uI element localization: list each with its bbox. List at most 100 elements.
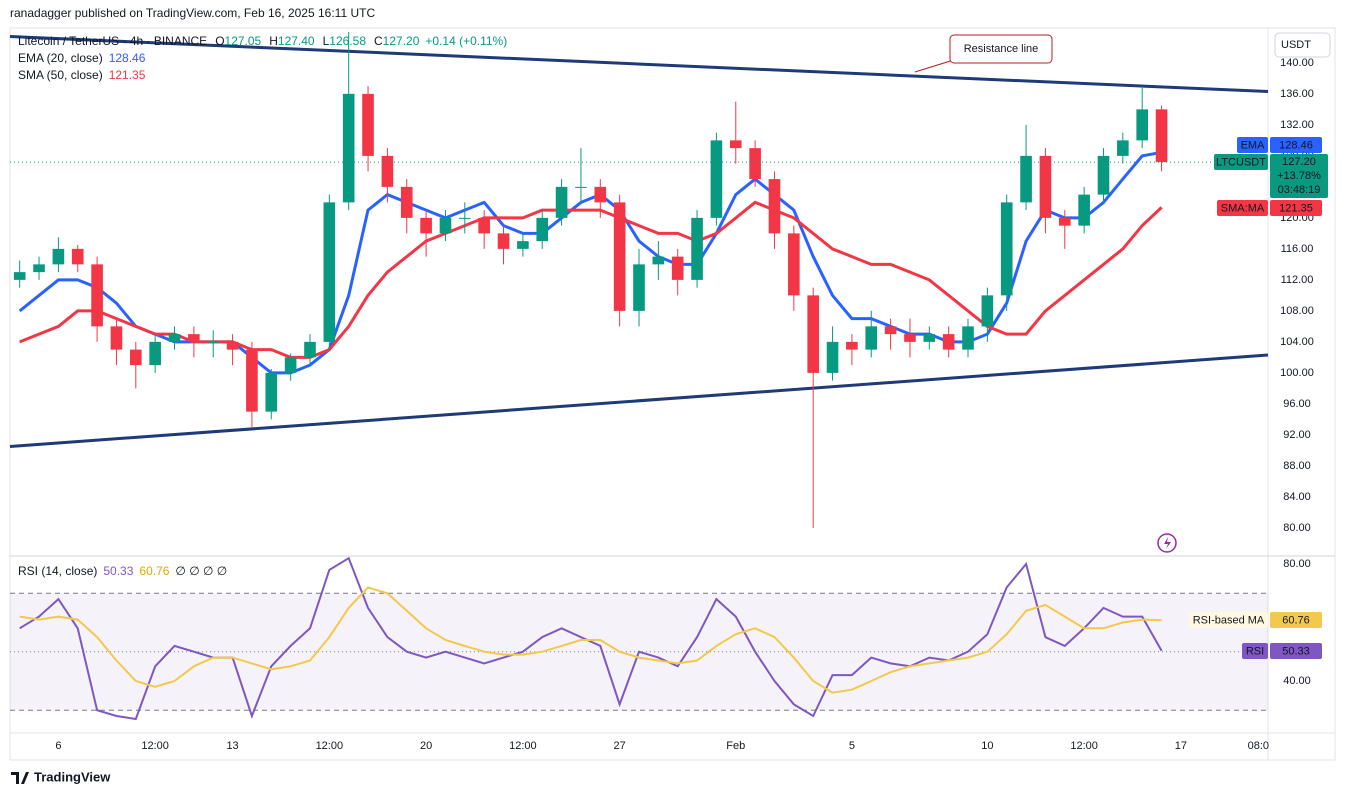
indicator-value: 121.35 bbox=[109, 68, 146, 82]
indicator-legend: SMA (50, close) 121.35 bbox=[18, 68, 146, 82]
candle-body bbox=[1039, 155, 1052, 218]
alert-icon[interactable] bbox=[1157, 533, 1177, 553]
candle-body bbox=[168, 334, 181, 342]
y-tick-label: 112.00 bbox=[1281, 274, 1314, 286]
candle-body bbox=[497, 233, 510, 249]
candle-body bbox=[575, 186, 587, 188]
currency-label: USDT bbox=[1281, 39, 1311, 51]
y-tick-label: 104.00 bbox=[1280, 336, 1314, 348]
candle-body bbox=[284, 357, 297, 373]
brand: TradingView bbox=[34, 769, 111, 784]
y-tick-label: 88.00 bbox=[1283, 460, 1311, 472]
change-pct: +13.78% bbox=[1277, 170, 1321, 182]
candle-body bbox=[613, 202, 626, 311]
rsi-value-bg bbox=[1270, 643, 1322, 659]
candle-body bbox=[459, 217, 471, 219]
y-tick-label: 84.00 bbox=[1283, 491, 1311, 503]
candle-body bbox=[729, 140, 742, 149]
ohlc-value: 127.20 bbox=[383, 34, 420, 48]
price-box bbox=[1270, 154, 1328, 198]
x-tick-label: 6 bbox=[55, 740, 61, 752]
x-tick-label: 12:00 bbox=[1070, 740, 1098, 752]
candle-body bbox=[826, 341, 839, 373]
candle-body bbox=[207, 341, 220, 343]
chart-frame bbox=[9, 27, 1336, 761]
rsi-legend: RSI (14, close) 50.33 60.76 ∅ ∅ ∅ ∅ bbox=[18, 564, 227, 578]
ohlc-key: C bbox=[374, 34, 383, 48]
candle-body bbox=[884, 326, 897, 335]
rsi-ma-value: 60.76 bbox=[1282, 614, 1310, 626]
x-tick-label: 12:00 bbox=[141, 740, 169, 752]
symbol-tag-bg bbox=[1214, 154, 1268, 170]
candle-body bbox=[323, 202, 336, 342]
ema-tag: EMA bbox=[1241, 139, 1266, 151]
candle-body bbox=[91, 264, 103, 327]
x-tick-label: 12:00 bbox=[316, 740, 344, 752]
candle-body bbox=[710, 140, 723, 218]
rsi-tag: RSI bbox=[1246, 645, 1264, 657]
candle-body bbox=[13, 272, 26, 280]
currency-button[interactable] bbox=[1274, 32, 1331, 58]
sma-value-bg bbox=[1270, 200, 1322, 216]
rsi-tag-bg bbox=[1242, 643, 1268, 659]
candle-body bbox=[1097, 155, 1110, 195]
x-tick-label: 08:0 bbox=[1248, 740, 1269, 752]
trendline bbox=[9, 35, 1269, 94]
y-tick-label: 132.00 bbox=[1280, 119, 1314, 131]
x-tick-label: 17 bbox=[1175, 740, 1187, 752]
candle-body bbox=[942, 334, 955, 350]
indicator-name: SMA (50, close) bbox=[18, 68, 103, 82]
candle-body bbox=[400, 186, 413, 218]
candle-body bbox=[1117, 140, 1129, 156]
candle-body bbox=[555, 186, 568, 218]
ohlc-key: H bbox=[269, 34, 278, 48]
candle-body bbox=[962, 326, 974, 350]
candle-body bbox=[536, 217, 549, 242]
candle-body bbox=[1000, 202, 1013, 296]
x-tick-label: 5 bbox=[849, 740, 855, 752]
candle-body bbox=[865, 326, 878, 350]
ohlc-value: 127.05 bbox=[225, 34, 262, 48]
candle-body bbox=[188, 334, 200, 342]
candle-body bbox=[904, 334, 916, 342]
candle-body bbox=[33, 264, 45, 273]
rsi-ma-tag: RSI-based MA bbox=[1193, 614, 1265, 626]
x-tick-label: Feb bbox=[726, 740, 745, 752]
candle-body bbox=[439, 217, 452, 234]
logo-mark bbox=[11, 772, 29, 784]
ohlc-value: 127.40 bbox=[278, 34, 315, 48]
candle-body bbox=[846, 341, 858, 350]
x-tick-label: 27 bbox=[614, 740, 626, 752]
publisher-line: ranadagger published on TradingView.com,… bbox=[10, 6, 375, 20]
candle-body bbox=[671, 256, 684, 280]
indicator-legend: EMA (20, close) 128.46 bbox=[18, 51, 146, 65]
candle-body bbox=[420, 217, 432, 234]
ema-value: 128.46 bbox=[1279, 139, 1313, 151]
candle-body bbox=[52, 248, 65, 265]
candle-body bbox=[652, 256, 665, 265]
y-tick-label: 80.00 bbox=[1283, 522, 1311, 534]
x-tick-label: 10 bbox=[981, 740, 993, 752]
symbol-legend: Litecoin / TetherUS · 4h · BINANCE O127.0… bbox=[18, 34, 507, 48]
series-line bbox=[19, 586, 1162, 694]
candle-body bbox=[1020, 155, 1032, 203]
candle-body bbox=[594, 186, 607, 203]
change: +0.14 (+0.11%) bbox=[425, 34, 507, 48]
rsi-name: RSI (14, close) bbox=[18, 564, 97, 578]
candle-body bbox=[149, 341, 161, 366]
candle-body bbox=[246, 349, 258, 412]
ema-tag-bg bbox=[1237, 137, 1268, 153]
countdown: 03:48:19 bbox=[1278, 184, 1321, 196]
candle-body bbox=[478, 217, 490, 234]
candle-body bbox=[691, 217, 703, 280]
candle-body bbox=[1155, 109, 1168, 163]
candle-body bbox=[788, 233, 800, 296]
y-tick-label: 116.00 bbox=[1281, 243, 1314, 255]
annotation-text: Resistance line bbox=[964, 43, 1039, 55]
candle-body bbox=[71, 248, 84, 265]
candle-body bbox=[807, 295, 819, 373]
rsi-value: 50.33 bbox=[1282, 645, 1310, 657]
y-tick-label: 96.00 bbox=[1283, 398, 1311, 410]
y-tick-label: 108.00 bbox=[1280, 305, 1314, 317]
y-tick-label: 140.00 bbox=[1280, 57, 1314, 69]
